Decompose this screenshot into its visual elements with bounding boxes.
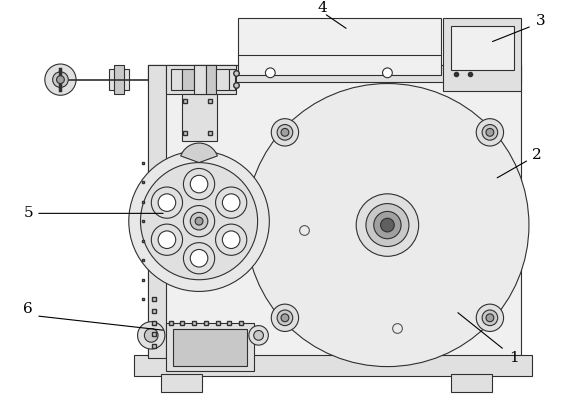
Text: 2: 2 <box>532 148 542 162</box>
Circle shape <box>246 84 529 367</box>
Bar <box>148 65 166 358</box>
Circle shape <box>129 151 270 291</box>
Bar <box>451 375 492 392</box>
Circle shape <box>277 124 293 140</box>
Circle shape <box>271 119 299 146</box>
Circle shape <box>158 194 176 211</box>
Circle shape <box>277 310 293 326</box>
Circle shape <box>374 211 401 239</box>
Circle shape <box>381 218 394 232</box>
Circle shape <box>141 163 258 280</box>
Circle shape <box>223 194 240 211</box>
Circle shape <box>190 249 208 267</box>
Circle shape <box>249 326 268 345</box>
Bar <box>229 69 235 91</box>
Text: 3: 3 <box>536 14 545 28</box>
Circle shape <box>482 124 498 140</box>
Text: 4: 4 <box>317 1 327 16</box>
Circle shape <box>45 64 76 95</box>
Bar <box>206 65 216 94</box>
Text: 5: 5 <box>23 206 33 220</box>
Circle shape <box>281 314 289 322</box>
Bar <box>114 65 124 94</box>
Circle shape <box>151 224 182 255</box>
Circle shape <box>223 231 240 248</box>
Circle shape <box>356 194 419 256</box>
Bar <box>134 355 532 376</box>
Circle shape <box>476 304 503 331</box>
Bar <box>166 323 254 371</box>
Circle shape <box>53 72 68 87</box>
Circle shape <box>151 187 182 218</box>
Circle shape <box>486 129 494 136</box>
Bar <box>216 69 229 91</box>
Circle shape <box>158 231 176 248</box>
Bar <box>148 65 521 358</box>
Bar <box>161 375 202 392</box>
Text: 1: 1 <box>510 351 519 365</box>
Circle shape <box>137 322 165 349</box>
Bar <box>173 328 247 366</box>
Bar <box>194 65 206 94</box>
Circle shape <box>266 68 275 78</box>
Bar <box>451 26 514 70</box>
Circle shape <box>216 224 247 255</box>
Circle shape <box>216 187 247 218</box>
Circle shape <box>190 213 208 230</box>
Circle shape <box>56 76 64 84</box>
Bar <box>148 65 521 82</box>
Wedge shape <box>181 143 218 163</box>
Circle shape <box>145 328 158 342</box>
Circle shape <box>184 169 215 200</box>
Circle shape <box>254 330 263 340</box>
Circle shape <box>383 68 392 78</box>
Bar <box>182 94 216 141</box>
Bar <box>443 18 521 91</box>
Bar <box>182 69 194 91</box>
Bar <box>109 69 129 91</box>
Circle shape <box>184 243 215 274</box>
Bar <box>166 65 236 94</box>
Circle shape <box>176 68 185 78</box>
Circle shape <box>271 304 299 331</box>
Circle shape <box>184 206 215 237</box>
Circle shape <box>476 119 503 146</box>
Text: 6: 6 <box>23 302 33 316</box>
Circle shape <box>190 175 208 193</box>
Bar <box>238 18 441 75</box>
Circle shape <box>486 314 494 322</box>
Bar <box>171 69 182 91</box>
Circle shape <box>195 217 203 225</box>
Circle shape <box>482 310 498 326</box>
Circle shape <box>366 204 409 246</box>
Circle shape <box>281 129 289 136</box>
